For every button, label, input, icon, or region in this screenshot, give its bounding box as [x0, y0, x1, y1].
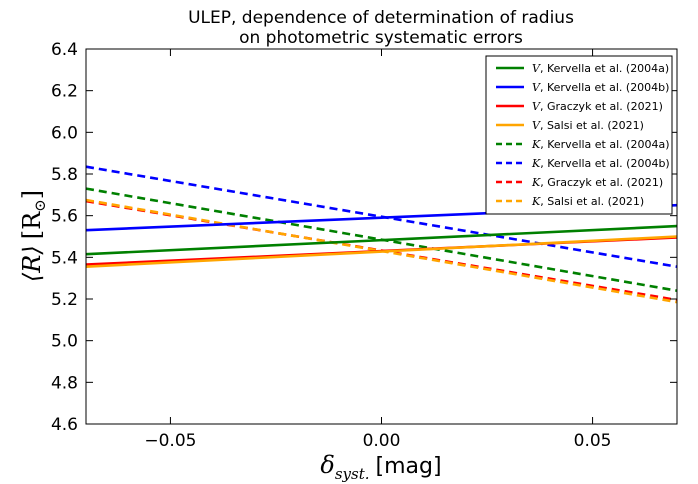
- y-tick-label: 6.4: [51, 40, 78, 60]
- y-tick-label: 5.8: [51, 165, 78, 185]
- legend-band: V: [532, 62, 541, 75]
- legend-band: K: [531, 176, 541, 189]
- y-tick-label: 5.6: [51, 207, 78, 227]
- legend-label: , Salsi et al. (2021): [540, 119, 644, 132]
- legend-band: K: [531, 157, 541, 170]
- y-axis-label-unit: [R: [18, 211, 46, 239]
- legend-entry: K, Salsi et al. (2021): [531, 195, 644, 208]
- legend-label: , Graczyk et al. (2021): [540, 100, 663, 113]
- series-layer: [85, 165, 678, 304]
- legend-entry: V, Salsi et al. (2021): [532, 119, 644, 132]
- legend-label: , Kervella et al. (2004a): [540, 62, 669, 75]
- legend: V, Kervella et al. (2004a)V, Kervella et…: [485, 55, 673, 215]
- y-tick-label: 4.6: [51, 415, 78, 435]
- legend-entry: V, Kervella et al. (2004a): [532, 62, 669, 75]
- x-axis-label: δsyst. [mag]: [320, 451, 441, 483]
- plot-frame: [85, 48, 678, 425]
- x-axis-label-symbol: δ: [320, 451, 334, 479]
- legend-band: V: [532, 119, 541, 132]
- legend-band: V: [532, 81, 541, 94]
- ticks-layer: 4.6 4.8 5.0 5.2 5.4 5.6 5.8 6.0 6.2 6.4 −0.05 0.00 0…: [51, 40, 677, 451]
- legend-band: V: [532, 100, 541, 113]
- legend-label: , Kervella et al. (2004b): [540, 157, 670, 170]
- legend-band: K: [531, 138, 541, 151]
- y-axis-label: ⟨R⟩ [R⊙]: [18, 190, 49, 282]
- y-tick-label: 5.4: [51, 248, 78, 268]
- y-tick-label: 5.0: [51, 332, 78, 352]
- x-tick-label: 0.00: [363, 431, 401, 451]
- y-tick-label: 4.8: [51, 373, 78, 393]
- x-tick-label: −0.05: [144, 431, 196, 451]
- y-tick-label: 6.2: [51, 82, 78, 102]
- series-line-v-4: [85, 235, 678, 268]
- y-tick-label: 6.0: [51, 123, 78, 143]
- x-axis-label-unit: [mag]: [376, 454, 442, 479]
- legend-entry: K, Graczyk et al. (2021): [531, 176, 663, 189]
- legend-entry: K, Kervella et al. (2004b): [531, 157, 670, 170]
- legend-label: , Kervella et al. (2004b): [540, 81, 670, 94]
- legend-label: , Kervella et al. (2004a): [540, 138, 669, 151]
- y-tick-label: 5.2: [51, 290, 78, 310]
- x-axis-label-subscript: syst.: [335, 465, 370, 483]
- legend-box: [485, 55, 673, 215]
- y-axis-label-symbol: ⟨R⟩: [18, 245, 46, 282]
- legend-entry: K, Kervella et al. (2004a): [531, 138, 669, 151]
- chart-title: ULEP, dependence of determination of rad…: [188, 8, 574, 28]
- legend-label: , Graczyk et al. (2021): [540, 176, 663, 189]
- legend-entry: V, Kervella et al. (2004b): [532, 81, 669, 94]
- chart-subtitle: on photometric systematic errors: [239, 28, 523, 48]
- x-tick-label: 0.05: [574, 431, 612, 451]
- legend-band: K: [531, 195, 541, 208]
- legend-label: , Salsi et al. (2021): [540, 195, 644, 208]
- series-line-v-1: [85, 224, 678, 256]
- legend-entry: V, Graczyk et al. (2021): [532, 100, 663, 113]
- y-axis-label-unit-close: ]: [18, 190, 46, 199]
- y-axis-label-unit-sub: ⊙: [31, 199, 49, 212]
